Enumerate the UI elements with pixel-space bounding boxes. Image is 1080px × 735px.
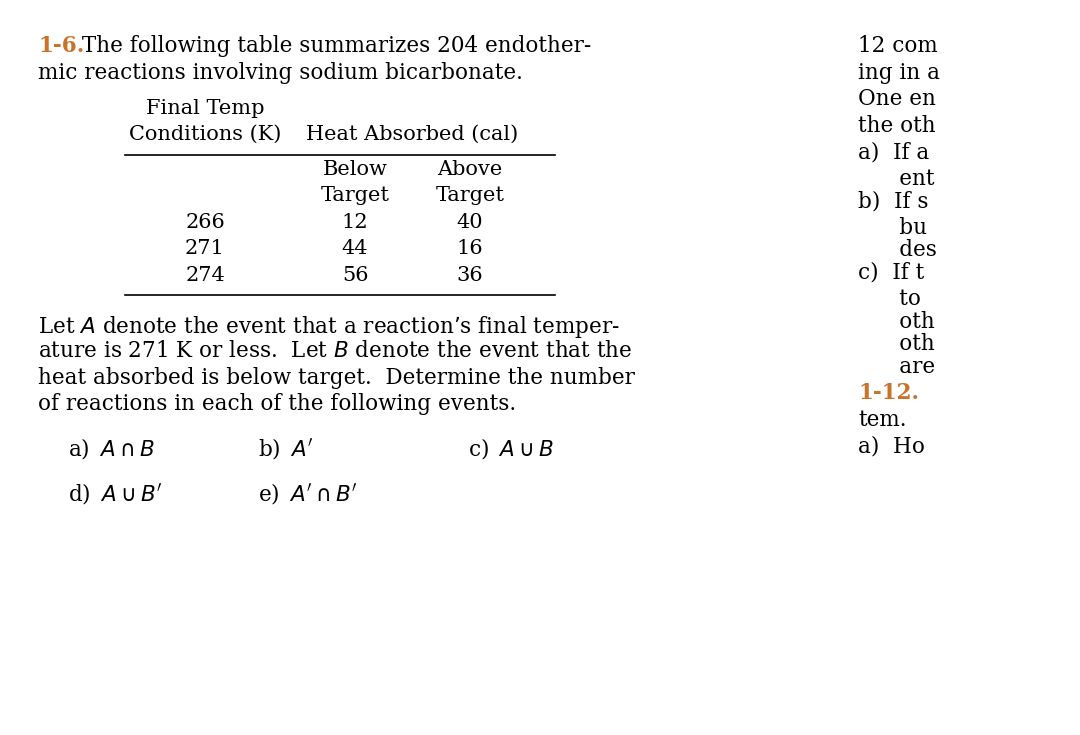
Text: des: des — [858, 239, 936, 261]
Text: 56: 56 — [341, 265, 368, 284]
Text: ing in a: ing in a — [858, 62, 940, 84]
Text: The following table summarizes 204 endother-: The following table summarizes 204 endot… — [75, 35, 591, 57]
Text: 274: 274 — [185, 265, 225, 284]
Text: tem.: tem. — [858, 409, 906, 431]
Text: a)  Ho: a) Ho — [858, 435, 924, 457]
Text: Above: Above — [437, 159, 502, 179]
Text: b)  $A'$: b) $A'$ — [258, 436, 313, 461]
Text: ature is 271 K or less.  Let $B$ denote the event that the: ature is 271 K or less. Let $B$ denote t… — [38, 340, 632, 362]
Text: oth: oth — [858, 333, 935, 355]
Text: 36: 36 — [457, 265, 484, 284]
Text: Target: Target — [435, 186, 504, 205]
Text: b)  If s: b) If s — [858, 190, 929, 212]
Text: of reactions in each of the following events.: of reactions in each of the following ev… — [38, 393, 516, 415]
Text: One en: One en — [858, 88, 936, 110]
Text: a)  $A \cap B$: a) $A \cap B$ — [68, 436, 154, 461]
Text: Heat Absorbed (cal): Heat Absorbed (cal) — [307, 125, 518, 144]
Text: c)  If t: c) If t — [858, 262, 924, 284]
Text: 12: 12 — [341, 212, 368, 232]
Text: to: to — [858, 288, 921, 310]
Text: 271: 271 — [185, 239, 225, 258]
Text: Let $A$ denote the event that a reaction’s final temper-: Let $A$ denote the event that a reaction… — [38, 314, 620, 340]
Text: Final Temp: Final Temp — [146, 98, 265, 118]
Text: 16: 16 — [457, 239, 484, 258]
Text: 1-12.: 1-12. — [858, 382, 919, 404]
Text: heat absorbed is below target.  Determine the number: heat absorbed is below target. Determine… — [38, 367, 635, 389]
Text: the oth: the oth — [858, 115, 935, 137]
Text: Target: Target — [321, 186, 390, 205]
Text: a)  If a: a) If a — [858, 141, 929, 163]
Text: Below: Below — [323, 159, 388, 179]
Text: bu: bu — [858, 217, 927, 239]
Text: are: are — [858, 356, 935, 378]
Text: 44: 44 — [341, 239, 368, 258]
Text: ent: ent — [858, 168, 934, 190]
Text: Conditions (K): Conditions (K) — [129, 125, 281, 144]
Text: 40: 40 — [457, 212, 484, 232]
Text: mic reactions involving sodium bicarbonate.: mic reactions involving sodium bicarbona… — [38, 62, 523, 84]
Text: d)  $A \cup B'$: d) $A \cup B'$ — [68, 481, 162, 506]
Text: oth: oth — [858, 311, 935, 333]
Text: e)  $A' \cap B'$: e) $A' \cap B'$ — [258, 481, 357, 506]
Text: 12 com: 12 com — [858, 35, 937, 57]
Text: 266: 266 — [185, 212, 225, 232]
Text: c)  $A \cup B$: c) $A \cup B$ — [468, 436, 554, 461]
Text: 1-6.: 1-6. — [38, 35, 84, 57]
